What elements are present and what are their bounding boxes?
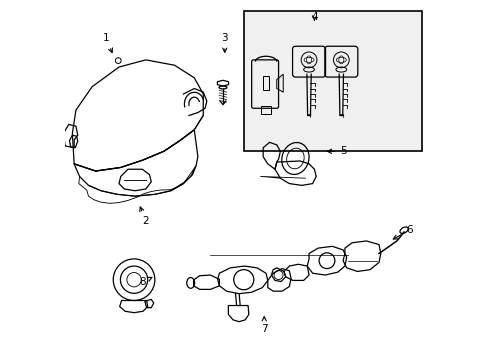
Bar	[244, 12, 421, 151]
Bar	[263, 76, 268, 90]
Text: 3: 3	[221, 33, 227, 52]
Text: 7: 7	[261, 317, 267, 334]
Bar	[260, 106, 271, 114]
Text: 4: 4	[310, 12, 317, 22]
Text: 1: 1	[103, 33, 112, 53]
Text: 6: 6	[392, 225, 412, 239]
Text: 5: 5	[327, 146, 346, 156]
Text: 8: 8	[139, 277, 152, 287]
Text: 2: 2	[140, 207, 149, 226]
